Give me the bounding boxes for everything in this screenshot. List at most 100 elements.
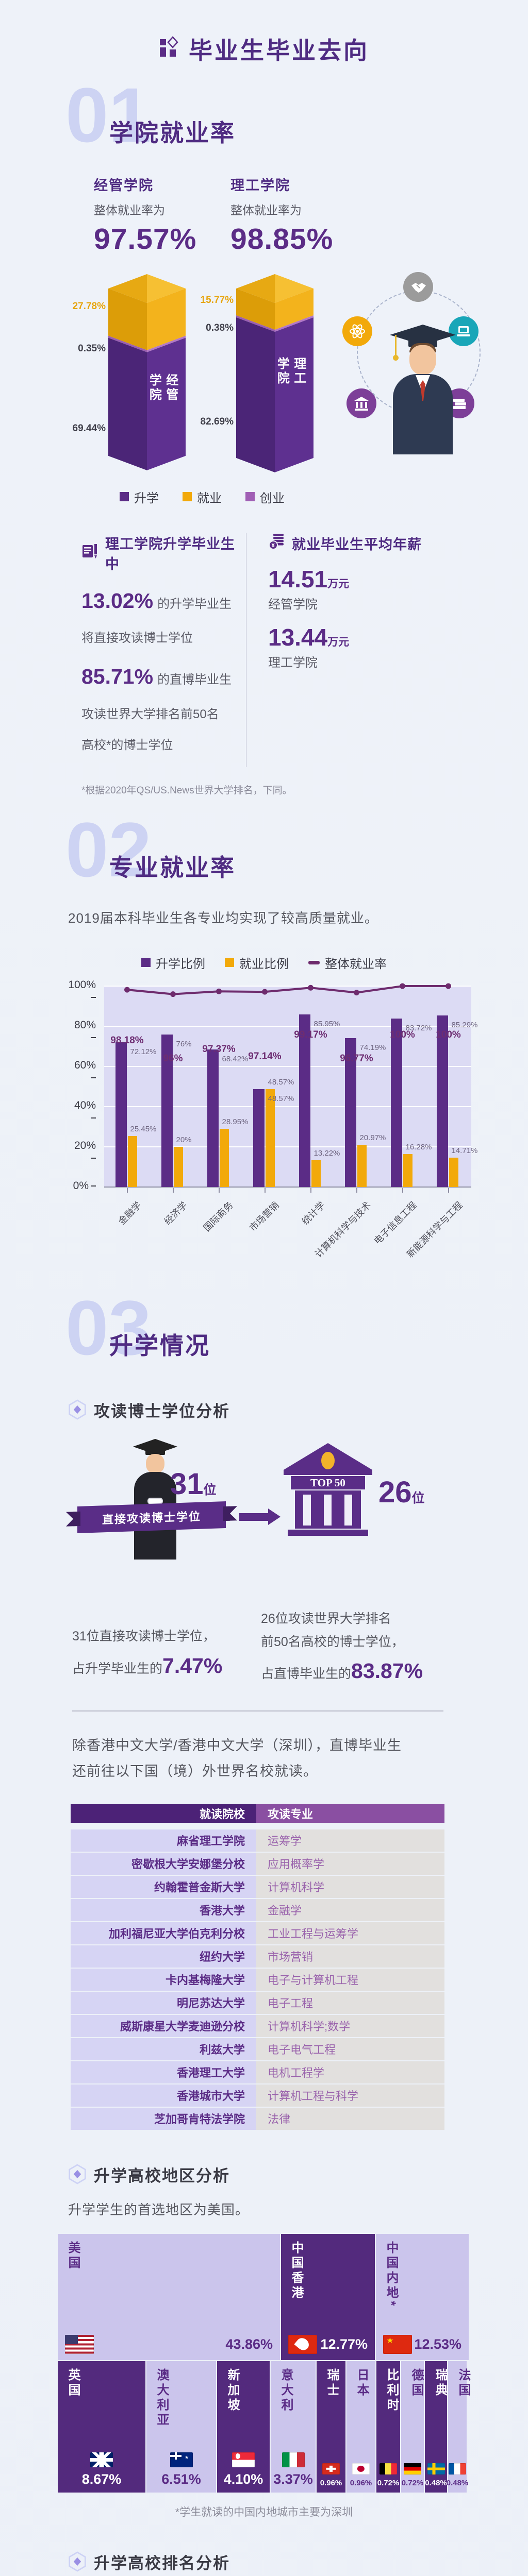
region-block: 比利时 0.72% (376, 2361, 400, 2493)
legend-item: 就业比例 (225, 954, 289, 972)
stat-text: 的直博毕业生 (157, 673, 232, 687)
region-pct: 12.53% (414, 2336, 461, 2352)
bank-icon (346, 388, 376, 418)
employment-bar-label: 20% (176, 1135, 192, 1144)
flag-au-icon (170, 2452, 193, 2467)
study-pct-label: 82.69% (200, 416, 234, 427)
flag-us-icon (65, 2334, 94, 2354)
legend-item: 升学比例 (141, 954, 205, 972)
college-name: 理工学院 (230, 178, 290, 193)
region-name: 比利时 (385, 2368, 399, 2413)
study-bar-label: 48.57% (268, 1094, 294, 1104)
y-axis-tick: 80% (68, 1019, 96, 1044)
flag-se-icon (427, 2463, 445, 2475)
phd-banner: 直接攻读博士学位 (77, 1501, 226, 1533)
region-pct: 43.86% (225, 2336, 273, 2352)
summary-line: 31位直接攻读博士学位， (72, 1629, 216, 1643)
y-axis-tick: 0% (68, 1180, 96, 1192)
summary-line: 占升学毕业生的 (72, 1661, 163, 1676)
study-ratio-bar (436, 1015, 448, 1187)
section-description: 2019届本科毕业生各专业均实现了较高质量就业。 (68, 910, 378, 926)
major-cell: 计算机工程与科学 (256, 2084, 444, 2107)
legend-swatch (225, 958, 234, 968)
ranking-subsection-header: 升学高校排名分析 (68, 2550, 470, 2573)
x-axis-tick (402, 1188, 403, 1193)
flag-cn-icon (383, 2334, 412, 2354)
rate-value: 98.85% (230, 223, 334, 256)
x-axis-tick (448, 1188, 449, 1193)
region-pct: 0.72% (401, 2478, 424, 2487)
region-block: 中国香港 12.77% (281, 2233, 375, 2360)
region-name: 中国香港 (289, 2241, 303, 2301)
region-footnote: *学生就读的中国内地城市主要为深圳 (175, 2506, 353, 2518)
stat-value: 13.02% (81, 588, 154, 613)
table-row: 香港城市大学 计算机工程与科学 (71, 2084, 444, 2107)
region-name: 法国 (456, 2368, 470, 2398)
school-cell: 利兹大学 (71, 2038, 256, 2060)
study-ratio-bar (390, 1019, 402, 1187)
major-cell: 应用概率学 (256, 1852, 444, 1875)
page-header: 毕业生毕业去向 (0, 0, 528, 64)
school-cell: 卡内基梅隆大学 (71, 1968, 256, 1991)
x-axis-tick (264, 1188, 266, 1193)
region-pct: 8.67% (81, 2471, 122, 2487)
subsection-title: 升学高校地区分析 (94, 2166, 230, 2185)
line-point-label: 97.14% (248, 1050, 282, 1062)
line-point-label: 98.18% (110, 1035, 144, 1046)
major-cell: 电子工程 (256, 1991, 444, 2014)
region-block: 日本 0.96% (346, 2361, 375, 2493)
rate-label: 整体就业率为 (94, 204, 165, 217)
flag-be-icon (380, 2463, 397, 2475)
intro-line: 除香港中文大学/香港中文大学（深圳），直博毕业生 (72, 1737, 402, 1753)
section-02-header: 02 专业就业率 (58, 811, 470, 894)
cap-tassel (393, 335, 399, 361)
phd-summary-texts: 31位直接攻读博士学位， 占升学毕业生的7.47% 26位攻读世界大学排名 前5… (58, 1609, 470, 1688)
y-axis-tick: 60% (68, 1059, 96, 1084)
x-axis-tick (218, 1188, 220, 1193)
study-bar-label: 72.12% (130, 1047, 157, 1056)
phd-graphics: 31位 直接攻读博士学位 TOP 50 (58, 1437, 470, 1591)
college-overall-rates: 经管学院 整体就业率为 97.57% 理工学院 整体就业率为 98.85% (58, 174, 470, 256)
stat-text: 的升学毕业生 (157, 597, 232, 611)
gridline (104, 1025, 471, 1027)
employment-ratio-bar (265, 1089, 275, 1187)
region-name: 意大利 (279, 2368, 293, 2413)
legend-label: 升学 (134, 491, 159, 505)
startup-pct-label: 0.35% (78, 343, 106, 354)
line-point-label: 96.77% (340, 1053, 373, 1064)
legend-item: 就业 (183, 488, 222, 506)
employment-bar-label: 25.45% (130, 1124, 157, 1133)
gridline (104, 1106, 471, 1107)
phd-subsection-header: 攻读博士学位分析 (68, 1398, 470, 1421)
legend-label: 升学比例 (156, 957, 205, 971)
summary-value: 83.87% (351, 1659, 423, 1683)
x-axis-tick (310, 1188, 311, 1193)
y-axis-tick: 40% (68, 1099, 96, 1124)
brand-logo-icon (159, 36, 180, 62)
major-cell: 金融学 (256, 1899, 444, 1921)
table-row: 纽约大学 市场营销 (71, 1945, 444, 1968)
table-row: 加利福尼亚大学伯克利分校 工业工程与运筹学 (71, 1922, 444, 1944)
region-name: 瑞典 (433, 2368, 447, 2398)
section-college-employment: 01 学院就业率 经管学院 整体就业率为 97.57% 理工学院 整体就业率为 … (58, 76, 481, 796)
region-pct: 6.51% (161, 2471, 201, 2487)
region-pct: 0.48% (425, 2478, 447, 2487)
y-axis-tick: 100% (68, 979, 96, 1004)
divider (72, 1710, 443, 1711)
salary-block: ¥ 就业毕业生平均年薪 14.51万元 经管学院 13.44万元 理工学院 (246, 532, 447, 767)
subsection-title: 升学高校排名分析 (94, 2554, 230, 2572)
section-title: 学院就业率 (109, 120, 236, 146)
region-pct: 0.72% (377, 2478, 400, 2487)
major-cell: 法律 (256, 2107, 444, 2130)
table-row: 威斯康星大学麦迪逊分校 计算机科学;数学 (71, 2014, 444, 2037)
flag-de-icon (404, 2463, 421, 2475)
chart-legend: 升学比例 就业比例 整体就业率 (58, 954, 470, 972)
rate-label: 整体就业率为 (230, 204, 302, 217)
major-cell: 计算机科学 (256, 1875, 444, 1898)
summary-line: 占直博毕业生的 (261, 1667, 352, 1682)
legend-item: 升学 (120, 488, 159, 506)
school-cell: 麻省理工学院 (71, 1829, 256, 1852)
study-ratio-bar (115, 1042, 127, 1187)
region-name: 德国 (409, 2368, 423, 2398)
highlight-stats: 理工学院升学毕业生中 13.02% 的升学毕业生 将直接攻读博士学位 85.71%… (58, 532, 470, 767)
